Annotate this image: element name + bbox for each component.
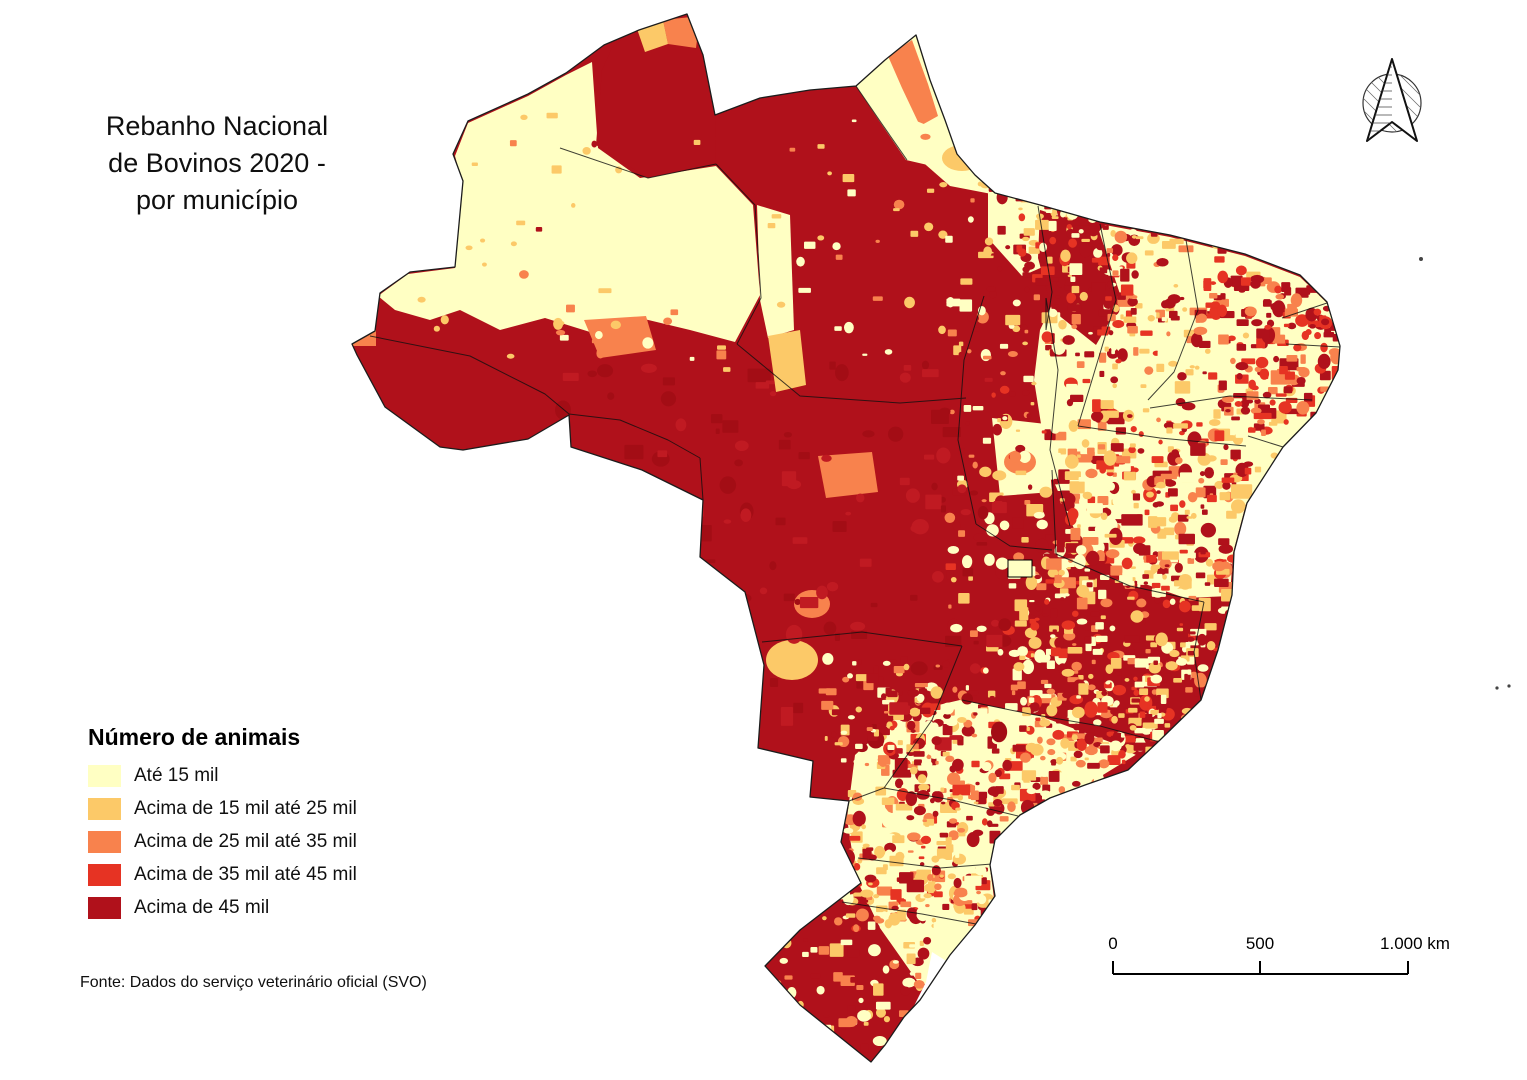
brazil-outline — [351, 13, 1341, 1063]
north-arrow-icon — [1362, 58, 1422, 142]
legend-item: Acima de 15 mil até 25 mil — [88, 798, 357, 820]
legend-item: Acima de 25 mil até 35 mil — [88, 831, 357, 853]
scale-bar-line — [1112, 961, 1409, 975]
legend-swatch-class5 — [88, 897, 121, 919]
region-mt-orange — [818, 452, 878, 498]
legend: Número de animais Até 15 mil Acima de 15… — [88, 724, 357, 930]
state-borders — [369, 85, 1340, 925]
legend-item-label: Acima de 45 mil — [134, 897, 270, 918]
region-humaita-orange — [584, 316, 656, 358]
legend-item: Acima de 45 mil — [88, 897, 357, 919]
scale-label-500: 500 — [1245, 934, 1275, 953]
legend-title: Número de animais — [88, 724, 301, 750]
legend-swatch-class2 — [88, 798, 121, 820]
legend-item-label: Até 15 mil — [134, 765, 219, 786]
map-title-line1: Rebanho Nacional — [105, 111, 329, 141]
distrito-federal — [1007, 559, 1033, 578]
region-amazonas — [378, 62, 760, 342]
region-roraima — [596, 14, 716, 178]
scale-label-0: 0 — [1108, 934, 1118, 953]
map-fill-layers — [352, 14, 1340, 1062]
map-title: Rebanho Nacional de Bovinos 2020 - por m… — [72, 108, 362, 219]
oceanic-islands — [1419, 257, 1511, 690]
legend-item: Até 15 mil — [88, 765, 357, 787]
legend-item: Acima de 35 mil até 45 mil — [88, 864, 357, 886]
scale-bar: 0 500 1.000 km — [1100, 934, 1450, 994]
scale-label-1000: 1.000 km — [1380, 934, 1450, 953]
region-marajo-gold — [942, 145, 982, 171]
legend-swatch-class4 — [88, 864, 121, 886]
region-west-para-gold — [768, 330, 806, 392]
source-note: Fonte: Dados do serviço veterinário ofic… — [80, 974, 427, 991]
region-pantanal-gold — [766, 640, 818, 680]
legend-swatch-class3 — [88, 831, 121, 853]
legend-item-label: Acima de 25 mil até 35 mil — [134, 831, 357, 852]
region-amapa-orange — [888, 40, 938, 126]
legend-item-label: Acima de 15 mil até 25 mil — [134, 798, 357, 819]
map-title-line3: por município — [135, 185, 299, 215]
legend-swatch-class1 — [88, 765, 121, 787]
legend-item-label: Acima de 35 mil até 45 mil — [134, 864, 357, 885]
map-title-line2: de Bovinos 2020 - — [108, 148, 326, 178]
